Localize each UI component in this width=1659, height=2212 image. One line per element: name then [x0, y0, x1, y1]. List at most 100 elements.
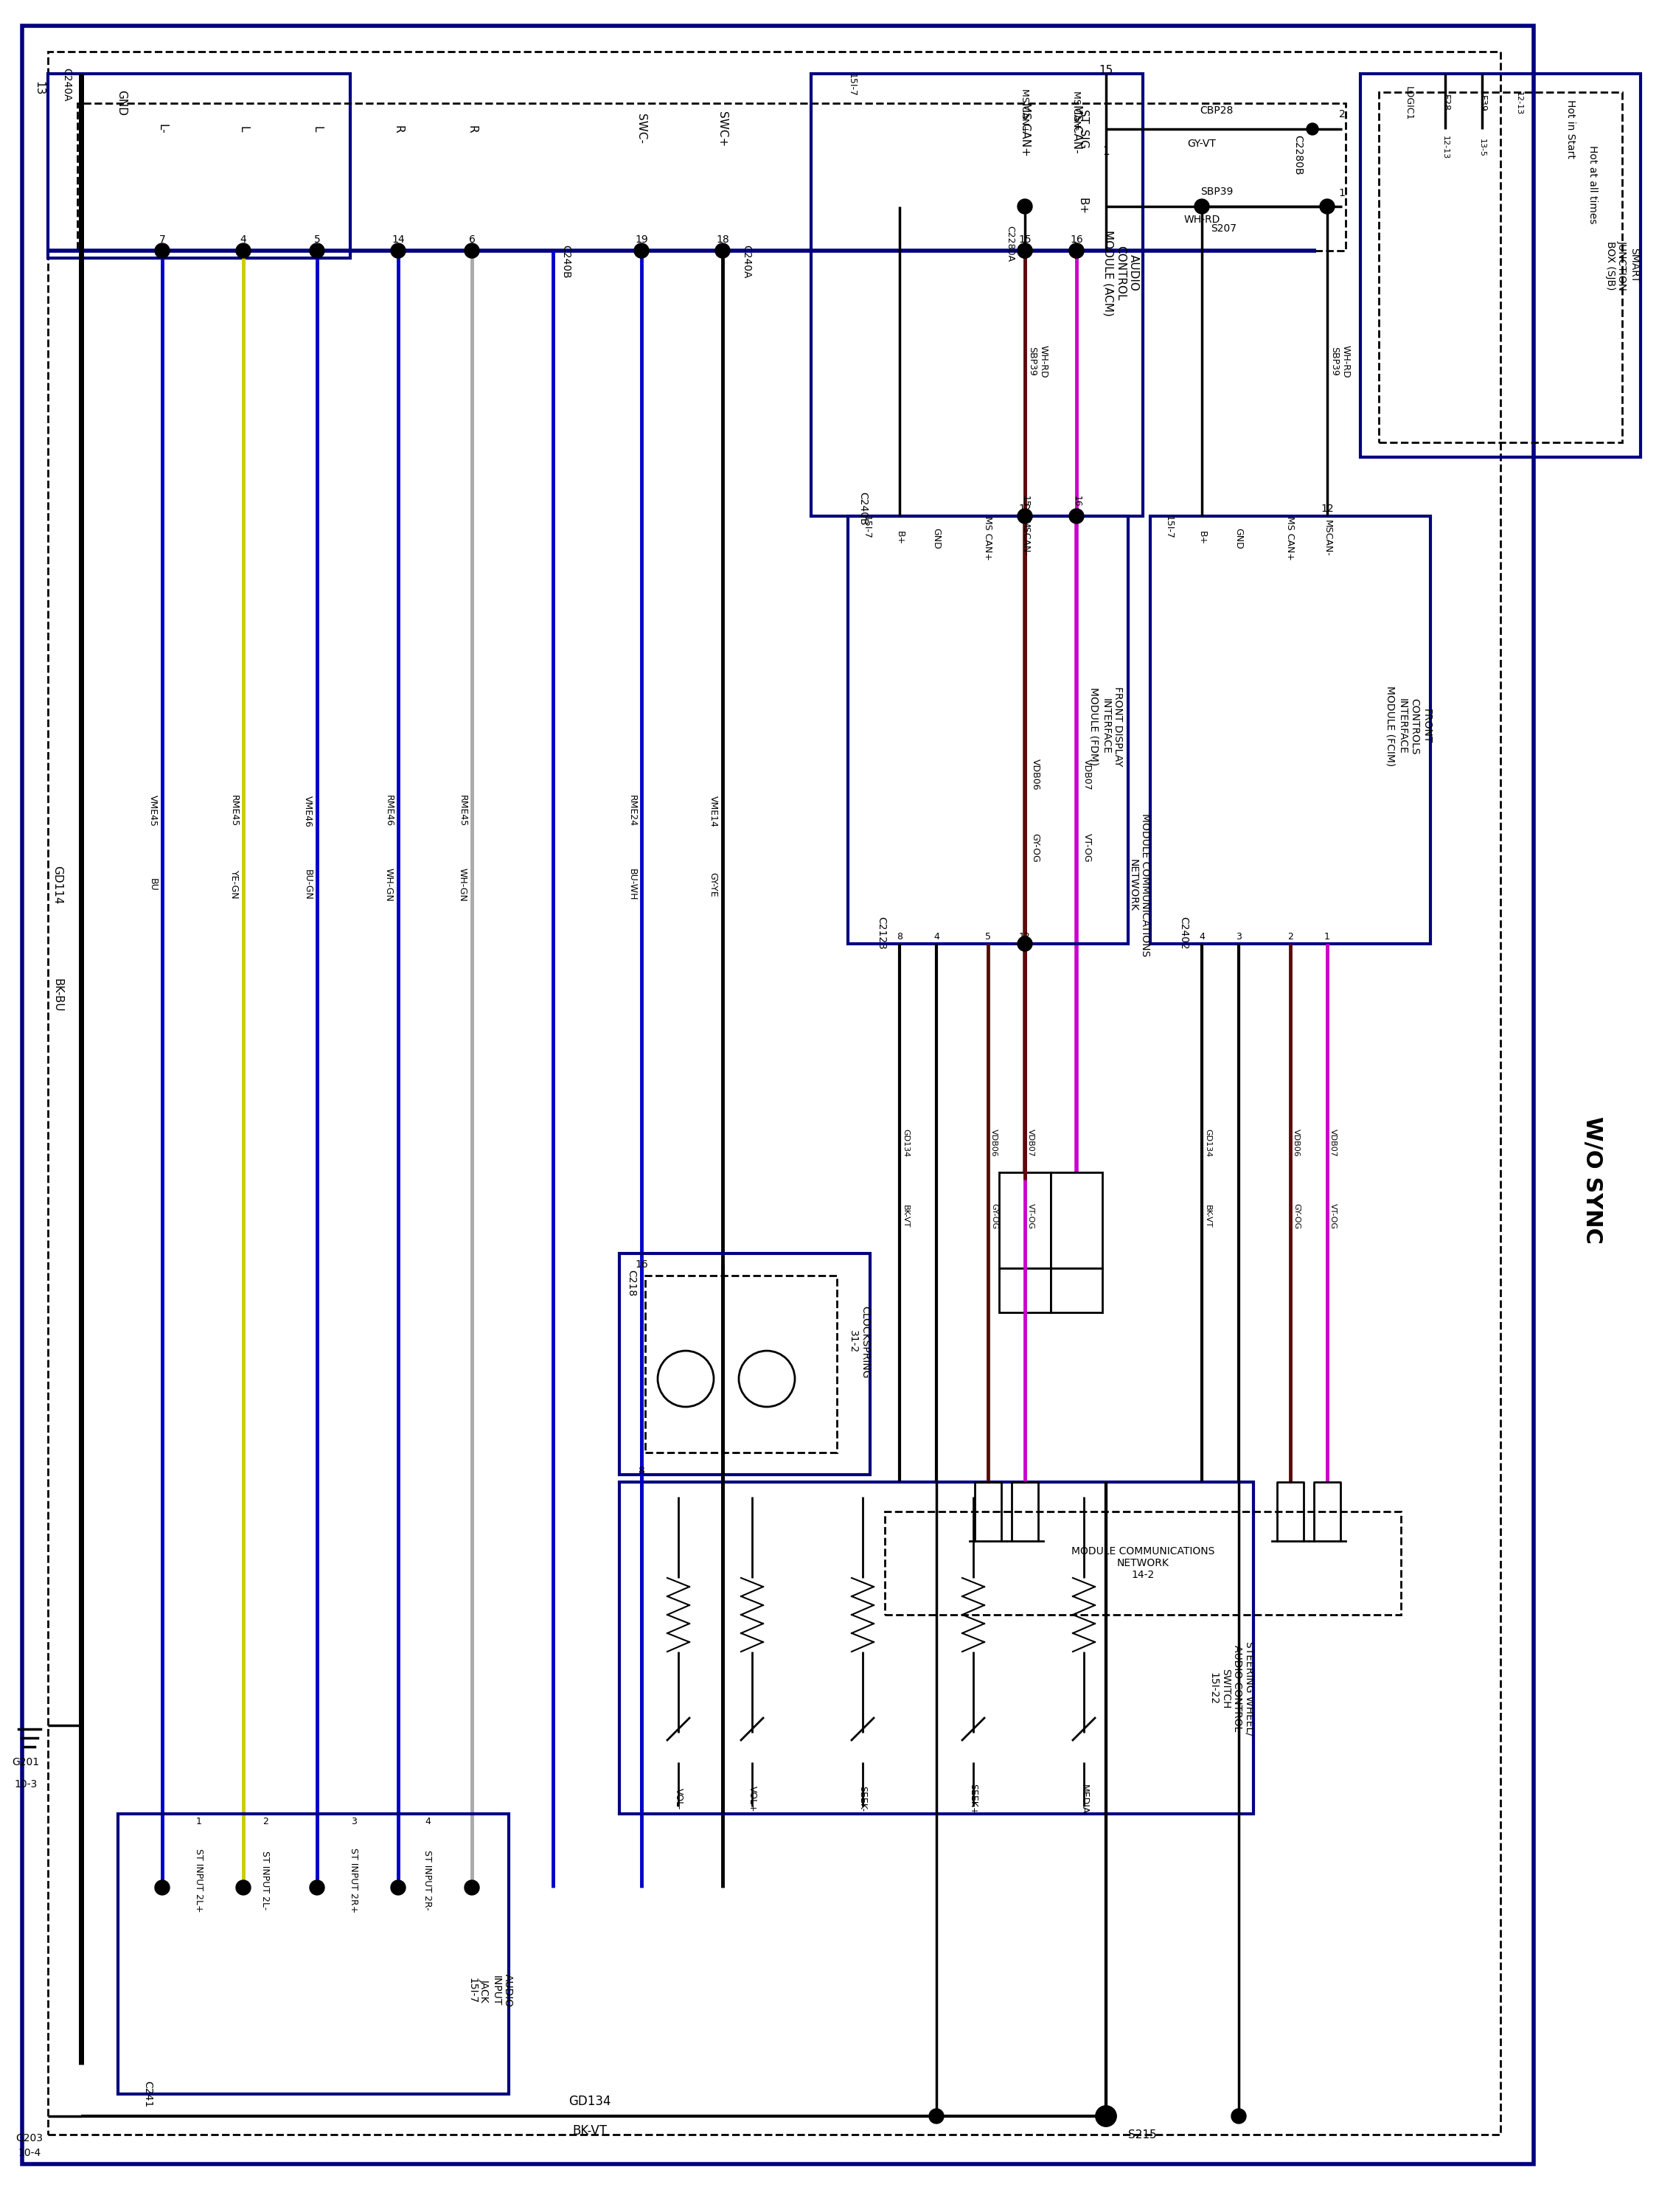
- Text: WH-RD: WH-RD: [1183, 215, 1219, 226]
- Circle shape: [154, 1880, 169, 1896]
- Text: WH-GN: WH-GN: [458, 867, 468, 902]
- Circle shape: [1321, 199, 1334, 215]
- Text: 15: 15: [1098, 64, 1113, 75]
- Text: C218: C218: [625, 1270, 637, 1296]
- Text: 15I-7: 15I-7: [1165, 515, 1173, 540]
- Text: GD114: GD114: [51, 865, 63, 905]
- Circle shape: [1231, 2108, 1246, 2124]
- Text: SBP39: SBP39: [1331, 347, 1339, 376]
- Text: CLOCKSPRING
31-2: CLOCKSPRING 31-2: [848, 1305, 869, 1378]
- Text: R: R: [466, 126, 478, 133]
- Text: 1: 1: [196, 1816, 202, 1827]
- Text: 4: 4: [425, 1816, 431, 1827]
- Text: BK-VT: BK-VT: [902, 1206, 909, 1228]
- Circle shape: [1017, 936, 1032, 951]
- Text: 4: 4: [241, 234, 247, 246]
- Text: SWC+: SWC+: [717, 111, 728, 146]
- Text: ST INPUT 2L+: ST INPUT 2L+: [194, 1849, 204, 1911]
- Text: 15: 15: [1019, 234, 1032, 246]
- Circle shape: [392, 243, 405, 259]
- Circle shape: [1017, 243, 1032, 259]
- Text: VDB06: VDB06: [1030, 759, 1040, 790]
- Bar: [1050, 1172, 1102, 1267]
- Text: BK-VT: BK-VT: [1204, 1206, 1211, 1228]
- Text: C240A: C240A: [742, 246, 752, 279]
- Text: 2: 2: [1287, 931, 1294, 942]
- Text: R: R: [393, 126, 403, 133]
- Text: GY-YE: GY-YE: [708, 872, 718, 898]
- Text: 12: 12: [1019, 504, 1032, 513]
- Text: GY-VT: GY-VT: [1188, 139, 1216, 148]
- Circle shape: [1095, 2106, 1117, 2126]
- Text: GND: GND: [1234, 529, 1244, 549]
- Text: 8: 8: [896, 931, 902, 942]
- Bar: [848, 515, 1128, 945]
- Bar: [1379, 93, 1623, 442]
- Text: 3: 3: [352, 1816, 357, 1827]
- Text: 13-5: 13-5: [1478, 137, 1486, 157]
- Text: 5: 5: [985, 931, 990, 942]
- Text: L: L: [312, 126, 322, 133]
- Text: L-: L-: [156, 124, 168, 135]
- Text: C240A: C240A: [61, 69, 71, 102]
- Circle shape: [392, 1880, 405, 1896]
- Text: GND: GND: [932, 529, 941, 549]
- Text: WH-RD: WH-RD: [1340, 345, 1350, 378]
- Text: BU-GN: BU-GN: [302, 869, 312, 900]
- Text: YE-GN: YE-GN: [229, 869, 239, 900]
- Text: 3: 3: [1236, 931, 1241, 942]
- Circle shape: [310, 243, 325, 259]
- Text: 2: 2: [1339, 108, 1345, 119]
- Text: F39: F39: [1477, 95, 1486, 111]
- Text: 12-13: 12-13: [1442, 135, 1448, 159]
- Text: SEEK+: SEEK+: [969, 1783, 979, 1814]
- Circle shape: [1095, 2106, 1117, 2126]
- Text: GY-OG: GY-OG: [1292, 1203, 1301, 1230]
- Text: 13: 13: [33, 82, 45, 95]
- Circle shape: [1194, 199, 1209, 215]
- Text: VDB07: VDB07: [1082, 759, 1092, 790]
- Bar: [1360, 73, 1641, 458]
- Text: MODULE COMMUNICATIONS
NETWORK: MODULE COMMUNICATIONS NETWORK: [1128, 814, 1150, 956]
- Text: VDB06: VDB06: [990, 1128, 997, 1157]
- Text: 16: 16: [635, 1259, 649, 1270]
- Circle shape: [1068, 509, 1083, 524]
- Text: 1: 1: [1103, 146, 1110, 157]
- Text: GY-OG: GY-OG: [990, 1203, 997, 1230]
- Bar: [619, 1254, 869, 1475]
- Text: 10-4: 10-4: [18, 2148, 41, 2159]
- Text: S207: S207: [1211, 223, 1238, 234]
- Text: MS CAN-: MS CAN-: [1072, 104, 1082, 153]
- Text: AUDIO
CONTROL
MODULE (ACM): AUDIO CONTROL MODULE (ACM): [1102, 230, 1140, 316]
- Text: VDB07: VDB07: [1027, 1128, 1035, 1157]
- Text: CBP28: CBP28: [1199, 106, 1233, 115]
- Circle shape: [715, 243, 730, 259]
- Text: VME46: VME46: [302, 796, 312, 827]
- Text: STEERING WHEEL/
AUDIO CONTROL
SWITCH
15I-22: STEERING WHEEL/ AUDIO CONTROL SWITCH 15I…: [1208, 1641, 1254, 1736]
- Bar: [884, 1511, 1400, 1615]
- Text: VT-OG: VT-OG: [1027, 1203, 1035, 1230]
- Circle shape: [634, 243, 649, 259]
- Text: BU-WH: BU-WH: [627, 869, 637, 900]
- Text: 10-3: 10-3: [15, 1778, 38, 1790]
- Text: LOGIC1: LOGIC1: [1404, 86, 1413, 119]
- Text: VOL+: VOL+: [747, 1785, 757, 1812]
- Bar: [1050, 1267, 1102, 1312]
- Text: C2402: C2402: [1178, 916, 1188, 949]
- Text: C241: C241: [143, 2081, 153, 2108]
- Circle shape: [236, 243, 251, 259]
- Text: C2123: C2123: [876, 916, 886, 949]
- Text: GD134: GD134: [569, 2095, 611, 2108]
- Bar: [999, 1267, 1050, 1312]
- Text: GY-OG: GY-OG: [1030, 834, 1040, 863]
- Bar: [645, 1276, 836, 1453]
- Text: VDB07: VDB07: [1329, 1128, 1337, 1157]
- Circle shape: [1017, 243, 1032, 259]
- Text: F28: F28: [1440, 95, 1450, 111]
- Text: GND: GND: [116, 91, 128, 115]
- Text: 15I-7: 15I-7: [861, 515, 871, 540]
- Text: B+: B+: [894, 531, 904, 546]
- Text: BK-BU: BK-BU: [51, 978, 63, 1013]
- Bar: [78, 104, 1345, 250]
- Text: VME45: VME45: [148, 796, 158, 827]
